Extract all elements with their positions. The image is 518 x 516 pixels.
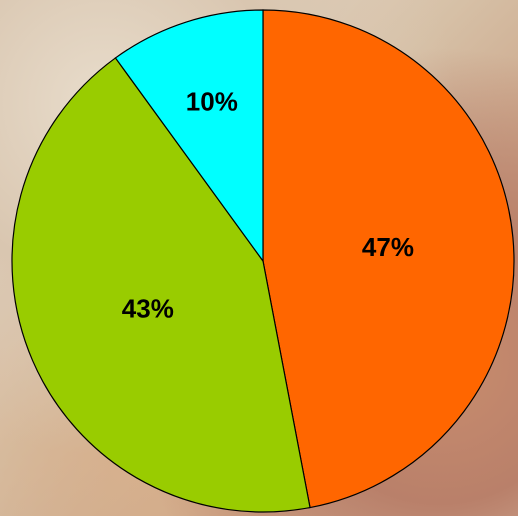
data-label: 47% <box>362 232 414 262</box>
data-label: 10% <box>186 86 238 116</box>
chart-background: 47% 43% 10% <box>0 0 518 516</box>
data-label: 43% <box>122 294 174 324</box>
chart: 47% 43% 10% <box>0 0 518 516</box>
